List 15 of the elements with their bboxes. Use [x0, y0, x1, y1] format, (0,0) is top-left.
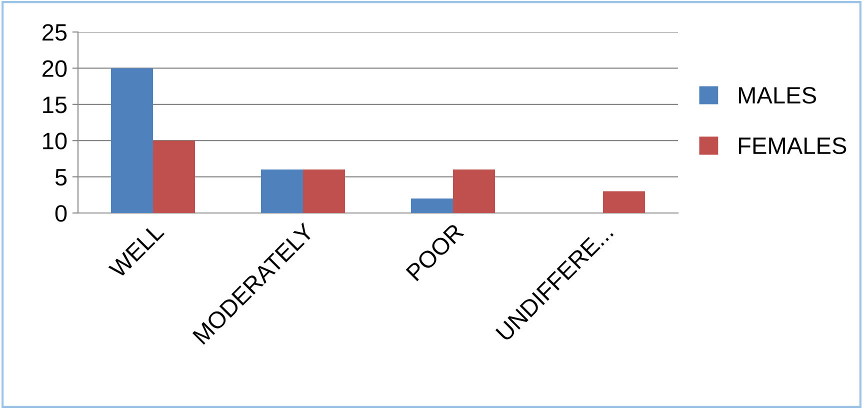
bar [153, 140, 195, 213]
bar [303, 170, 345, 213]
bar [453, 170, 495, 213]
y-tick-label: 20 [42, 60, 67, 77]
bar [111, 68, 153, 213]
bar [261, 170, 303, 213]
y-tick-label: 10 [43, 132, 67, 150]
y-tick-label: 15 [43, 96, 67, 114]
y-tick-label: 5 [55, 169, 67, 186]
legend-label: FEMALES [738, 137, 846, 154]
y-tick-label: 25 [42, 24, 67, 41]
bar [411, 198, 453, 213]
bar [603, 191, 645, 213]
legend-label: MALES [738, 86, 816, 104]
y-tick-label: 0 [55, 205, 67, 222]
